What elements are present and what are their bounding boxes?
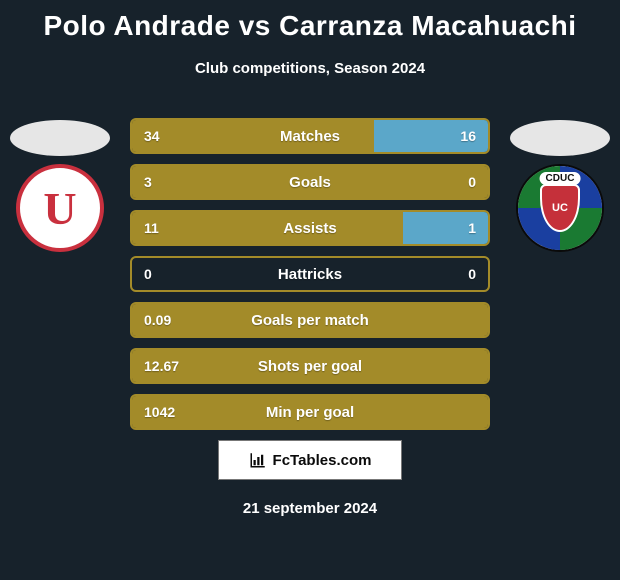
date-text: 21 september 2024 xyxy=(0,500,620,517)
stat-rows: 3416Matches 30Goals 111Assists 00Hattricks 0… xyxy=(130,118,490,440)
stat-row: 111Assists xyxy=(130,210,490,246)
stat-row: 3416Matches xyxy=(130,118,490,154)
crest-shadow xyxy=(510,120,610,156)
crest-shadow xyxy=(10,120,110,156)
crest-right: CDUC UC xyxy=(516,164,604,252)
crest-left: U xyxy=(16,164,104,252)
subtitle: Club competitions, Season 2024 xyxy=(0,60,620,77)
stat-row: 00Hattricks xyxy=(130,256,490,292)
stat-row: 12.67Shots per goal xyxy=(130,348,490,384)
stat-label: Assists xyxy=(132,212,488,244)
stat-label: Hattricks xyxy=(132,258,488,290)
page-title: Polo Andrade vs Carranza Macahuachi xyxy=(0,0,620,42)
chart-icon xyxy=(249,451,267,469)
stat-label: Min per goal xyxy=(132,396,488,428)
crest-right-slot: CDUC UC xyxy=(510,120,610,252)
stat-label: Goals xyxy=(132,166,488,198)
stat-row: 30Goals xyxy=(130,164,490,200)
stat-row: 1042Min per goal xyxy=(130,394,490,430)
stat-label: Goals per match xyxy=(132,304,488,336)
stat-row: 0.09Goals per match xyxy=(130,302,490,338)
brand-badge: FcTables.com xyxy=(218,440,402,480)
crest-left-slot: U xyxy=(10,120,110,252)
stat-label: Matches xyxy=(132,120,488,152)
brand-text: FcTables.com xyxy=(273,452,372,469)
comparison-card: Polo Andrade vs Carranza Macahuachi Club… xyxy=(0,0,620,580)
crest-left-letter: U xyxy=(43,182,76,235)
stat-label: Shots per goal xyxy=(132,350,488,382)
